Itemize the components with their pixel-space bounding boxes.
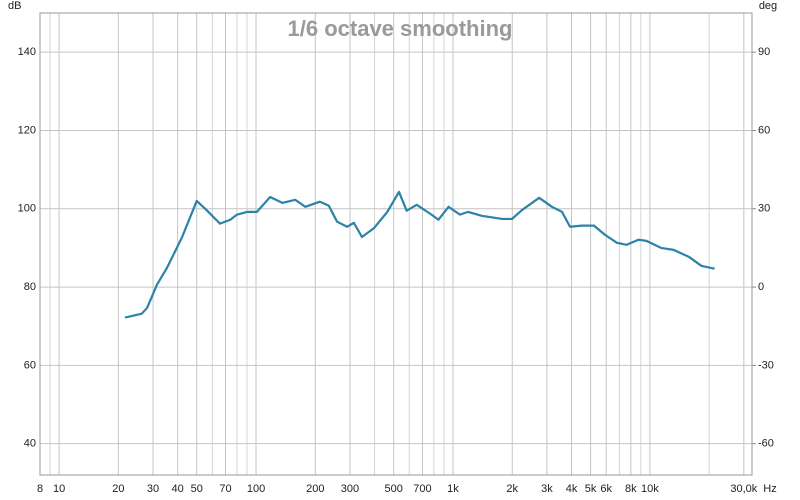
- x-tick-label: 10: [53, 483, 65, 495]
- x-tick-label: 4k: [566, 483, 578, 495]
- y2-tick-label: 30: [758, 203, 770, 215]
- x-tick-label: 2k: [506, 483, 518, 495]
- x-tick-label: 20: [112, 483, 124, 495]
- x-tick-label: 300: [341, 483, 359, 495]
- y-tick-label: 60: [24, 359, 36, 371]
- y2-tick-label: 90: [758, 46, 770, 58]
- x-tick-label: 30: [147, 483, 159, 495]
- x-tick-label: 50: [191, 483, 203, 495]
- y-tick-label: 40: [24, 438, 36, 450]
- y2-tick-label: 0: [758, 281, 764, 293]
- x-axis-label: Hz: [763, 483, 776, 495]
- y-tick-label: 80: [24, 281, 36, 293]
- y-axis-label: dB: [8, 0, 21, 12]
- x-tick-label: 500: [384, 483, 402, 495]
- y2-tick-label: 60: [758, 124, 770, 136]
- y2-tick-label: -60: [758, 438, 774, 450]
- chart-title: 1/6 octave smoothing: [288, 16, 513, 41]
- plot-frame: [39, 12, 753, 476]
- x-tick-label: 10k: [641, 483, 659, 495]
- y2-tick-label: -30: [758, 359, 774, 371]
- x-tick-label: 100: [247, 483, 265, 495]
- x-tick-label: 8: [37, 483, 43, 495]
- x-tick-label: 3k: [541, 483, 553, 495]
- y-tick-label: 120: [18, 124, 36, 136]
- x-tick-label: 5k: [585, 483, 597, 495]
- x-tick-label: 700: [413, 483, 431, 495]
- y-tick-label: 140: [18, 46, 36, 58]
- y-tick-label: 100: [18, 203, 36, 215]
- x-tick-label: 70: [219, 483, 231, 495]
- x-tick-label: 1k: [447, 483, 459, 495]
- y2-axis-label: deg: [759, 0, 777, 12]
- response-line: [124, 190, 715, 319]
- x-tick-label: 30,0k: [730, 483, 757, 495]
- x-tick-label: 6k: [600, 483, 612, 495]
- x-tick-label: 40: [172, 483, 184, 495]
- x-tick-label: 200: [306, 483, 324, 495]
- x-tick-label: 8k: [625, 483, 637, 495]
